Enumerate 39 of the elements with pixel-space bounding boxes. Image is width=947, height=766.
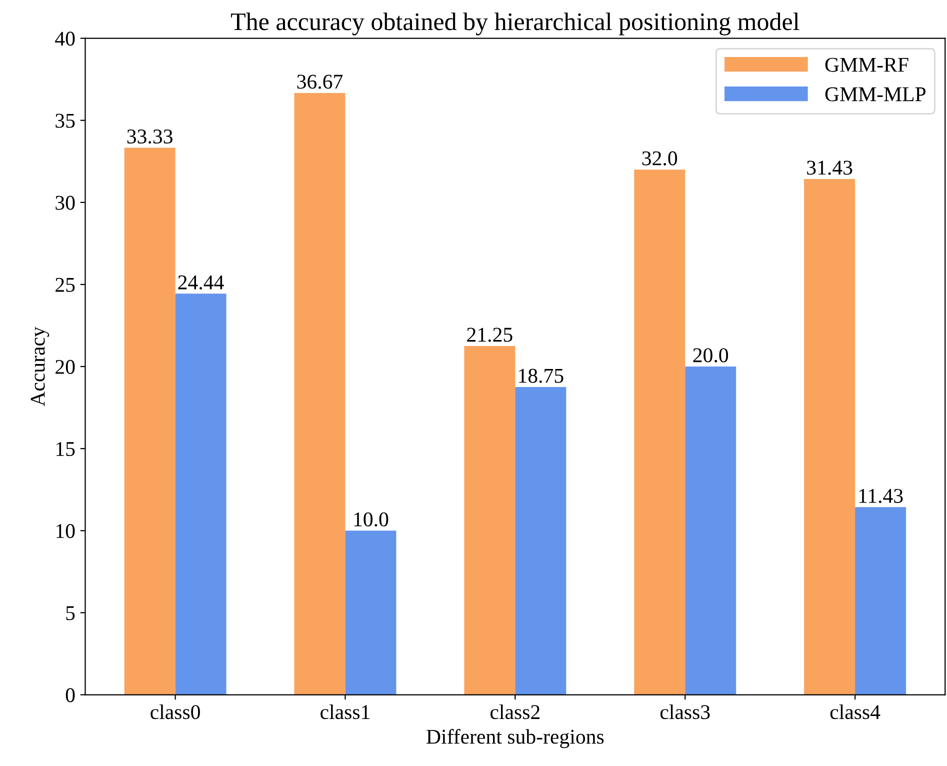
y-tick-label: 40 — [55, 32, 75, 46]
bar — [634, 170, 686, 695]
bar — [515, 387, 566, 695]
data-label: 24.44 — [178, 275, 224, 290]
y-axis-title: Accuracy — [30, 326, 50, 406]
bar — [804, 178, 856, 695]
bar — [855, 507, 906, 695]
bar — [294, 92, 346, 695]
data-label: 18.75 — [519, 368, 564, 383]
y-tick-label: 25 — [56, 278, 75, 292]
bar — [345, 530, 396, 695]
x-tick-label: class2 — [490, 704, 540, 720]
x-tick-label: class0 — [150, 704, 200, 720]
data-label: 33.33 — [127, 130, 172, 144]
y-tick-label: 35 — [56, 114, 75, 128]
y-tick-label: 5 — [66, 606, 75, 620]
data-label: 31.43 — [807, 160, 852, 175]
y-tick-label: 0 — [66, 688, 75, 702]
bar — [175, 294, 226, 695]
legend-label: GMM-MLP — [825, 87, 926, 102]
x-tick-label: class4 — [830, 704, 880, 720]
data-label: 21.25 — [467, 328, 512, 342]
data-label: 10.0 — [354, 512, 388, 527]
y-tick-label: 30 — [56, 196, 75, 210]
legend-label: GMM-RF — [825, 58, 908, 72]
x-axis-title: Different sub-regions — [426, 728, 604, 748]
data-label: 20.0 — [693, 348, 728, 362]
data-label: 36.67 — [297, 74, 343, 89]
data-label: 11.43 — [859, 488, 903, 504]
y-tick-label: 10 — [56, 524, 75, 538]
y-tick-label: 20 — [56, 360, 75, 374]
data-label: 32.0 — [642, 151, 678, 166]
bar — [464, 346, 516, 695]
x-tick-label: class1 — [320, 704, 370, 720]
y-tick-label: 15 — [56, 442, 75, 456]
bar — [124, 148, 176, 695]
chart-title: The accuracy obtained by hierarchical positioning model — [231, 12, 800, 36]
bar — [685, 366, 736, 695]
x-tick-label: class3 — [660, 704, 710, 720]
